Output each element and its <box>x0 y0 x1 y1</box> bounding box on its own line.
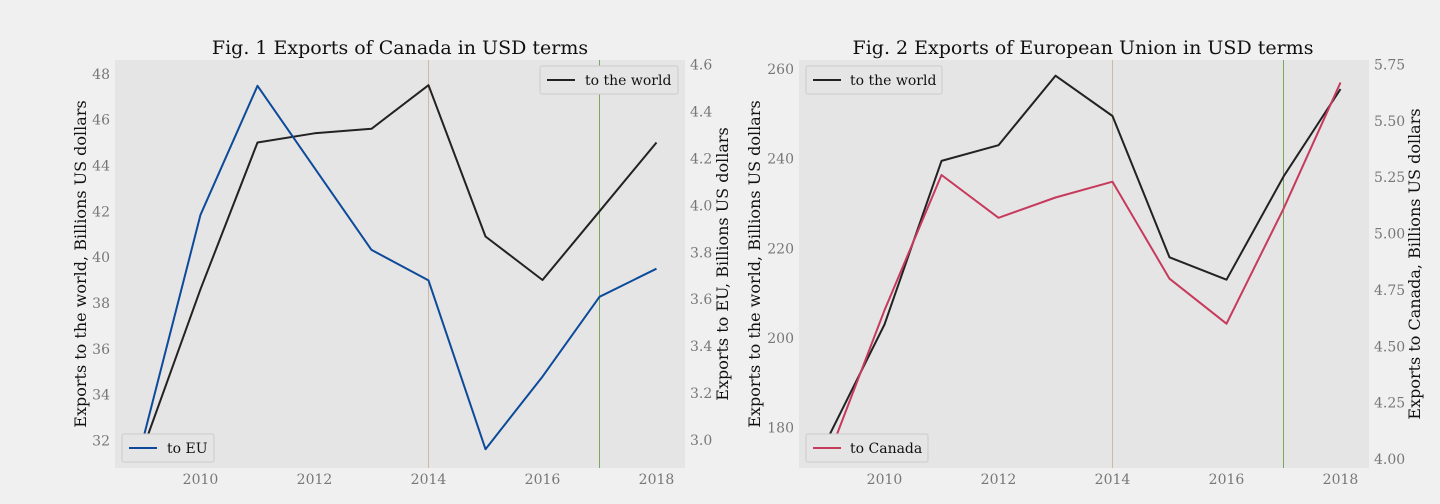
x-tick-label: 2010 <box>183 472 219 488</box>
y-tick-label: 180 <box>767 421 794 437</box>
y-tick-label: 220 <box>767 241 794 257</box>
y-axis-label: Exports to the world, Billions US dollar… <box>71 100 90 427</box>
chart-title: Fig. 1 Exports of Canada in USD terms <box>212 37 588 59</box>
legend-to-the-world: to the world <box>805 65 943 95</box>
plot-area <box>799 60 1369 468</box>
legend-to-eu: to EU <box>121 433 215 463</box>
y-tick-label: 38 <box>92 296 110 312</box>
y2-tick-label: 4.4 <box>690 105 712 121</box>
legend-label: to the world <box>585 73 671 89</box>
y2-tick-label: 3.0 <box>690 433 712 449</box>
legend-to-the-world: to the world <box>539 65 679 95</box>
x-tick-label: 2014 <box>411 472 447 488</box>
y2-tick-label: 4.75 <box>1374 283 1405 299</box>
y2-tick-label: 5.50 <box>1374 114 1405 130</box>
x-tick-label: 2018 <box>639 472 675 488</box>
y-tick-label: 46 <box>92 113 110 129</box>
y2-tick-label: 5.25 <box>1374 170 1405 186</box>
x-tick-label: 2012 <box>297 472 333 488</box>
y-tick-label: 32 <box>92 433 110 449</box>
y2-tick-label: 4.2 <box>690 151 712 167</box>
y2-tick-label: 4.25 <box>1374 396 1405 412</box>
y2-tick-label: 4.50 <box>1374 339 1405 355</box>
y2-tick-label: 4.0 <box>690 198 712 214</box>
y2-tick-label: 5.00 <box>1374 227 1405 243</box>
y-tick-label: 42 <box>92 204 110 220</box>
chart-eu-exports: Fig. 2 Exports of European Union in USD … <box>745 37 1424 488</box>
y2-tick-label: 3.4 <box>690 339 712 355</box>
y2-tick-label: 3.6 <box>690 292 712 308</box>
y-tick-label: 48 <box>92 67 110 83</box>
legend-to-canada: to Canada <box>805 433 929 463</box>
y2-tick-label: 4.00 <box>1374 452 1405 468</box>
y-axis-label: Exports to the world, Billions US dollar… <box>745 100 764 427</box>
y-tick-label: 36 <box>92 342 110 358</box>
y-tick-label: 44 <box>92 158 110 174</box>
y2-axis-label: Exports to Canada, Billions US dollars <box>1405 108 1424 419</box>
x-tick-label: 2014 <box>1095 472 1131 488</box>
chart-title: Fig. 2 Exports of European Union in USD … <box>853 37 1314 59</box>
legend-label: to EU <box>167 441 208 457</box>
y2-axis-label: Exports to EU, Billions US dollars <box>713 127 732 400</box>
x-tick-label: 2016 <box>525 472 561 488</box>
x-tick-label: 2016 <box>1209 472 1245 488</box>
y-tick-label: 200 <box>767 331 794 347</box>
series-line-to-canada <box>826 82 1342 460</box>
x-tick-label: 2012 <box>981 472 1017 488</box>
y-tick-label: 240 <box>767 152 794 168</box>
series-line-to-the-world <box>142 84 658 448</box>
series-line-to-eu <box>142 84 657 451</box>
x-tick-label: 2018 <box>1323 472 1359 488</box>
x-tick-label: 2010 <box>867 472 903 488</box>
y2-tick-label: 3.8 <box>690 245 712 261</box>
chart-canada-exports: Fig. 1 Exports of Canada in USD terms 20… <box>71 37 732 488</box>
legend-label: to the world <box>850 73 936 89</box>
legend-label: to Canada <box>850 441 922 457</box>
y2-tick-label: 5.75 <box>1374 58 1405 74</box>
y2-tick-label: 3.2 <box>690 386 712 402</box>
y-tick-label: 260 <box>767 62 794 78</box>
y-tick-label: 34 <box>92 388 110 404</box>
y2-tick-label: 4.6 <box>690 58 712 74</box>
y-tick-label: 40 <box>92 250 110 266</box>
